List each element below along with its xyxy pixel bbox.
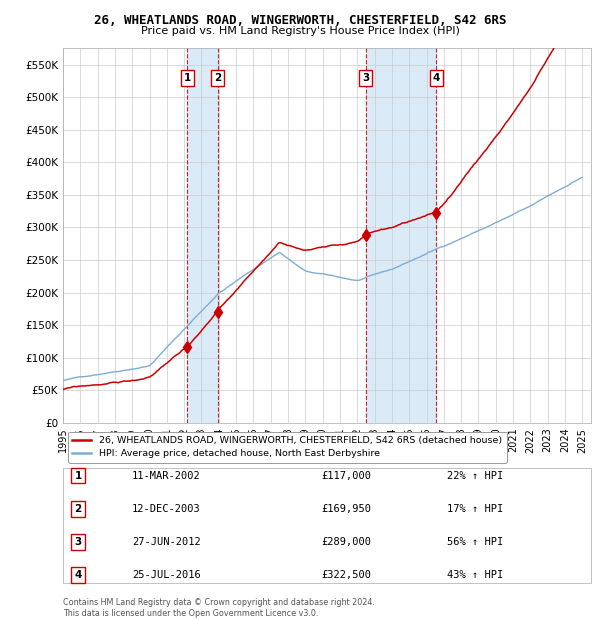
Text: 2: 2	[214, 73, 221, 83]
Text: 17% ↑ HPI: 17% ↑ HPI	[447, 504, 503, 514]
Text: 43% ↑ HPI: 43% ↑ HPI	[447, 570, 503, 580]
Text: 2: 2	[74, 504, 82, 514]
Text: 12-DEC-2003: 12-DEC-2003	[132, 504, 201, 514]
Text: 1: 1	[184, 73, 191, 83]
Bar	[187, 48, 218, 423]
Text: 11-MAR-2002: 11-MAR-2002	[132, 471, 201, 480]
Text: 56% ↑ HPI: 56% ↑ HPI	[447, 537, 503, 547]
Text: 3: 3	[362, 73, 370, 83]
Text: This data is licensed under the Open Government Licence v3.0.: This data is licensed under the Open Gov…	[63, 609, 319, 618]
Text: Contains HM Land Registry data © Crown copyright and database right 2024.: Contains HM Land Registry data © Crown c…	[63, 598, 375, 607]
Text: £289,000: £289,000	[321, 537, 371, 547]
Text: 1: 1	[74, 471, 82, 480]
Text: £117,000: £117,000	[321, 471, 371, 480]
Text: 22% ↑ HPI: 22% ↑ HPI	[447, 471, 503, 480]
Text: 25-JUL-2016: 25-JUL-2016	[132, 570, 201, 580]
Text: £169,950: £169,950	[321, 504, 371, 514]
Text: £322,500: £322,500	[321, 570, 371, 580]
Bar	[366, 48, 436, 423]
Text: 4: 4	[433, 73, 440, 83]
Text: 26, WHEATLANDS ROAD, WINGERWORTH, CHESTERFIELD, S42 6RS: 26, WHEATLANDS ROAD, WINGERWORTH, CHESTE…	[94, 14, 506, 27]
Text: Price paid vs. HM Land Registry's House Price Index (HPI): Price paid vs. HM Land Registry's House …	[140, 26, 460, 36]
Text: 27-JUN-2012: 27-JUN-2012	[132, 537, 201, 547]
Text: 3: 3	[74, 537, 82, 547]
Text: 4: 4	[74, 570, 82, 580]
Legend: 26, WHEATLANDS ROAD, WINGERWORTH, CHESTERFIELD, S42 6RS (detached house), HPI: A: 26, WHEATLANDS ROAD, WINGERWORTH, CHESTE…	[68, 432, 507, 463]
